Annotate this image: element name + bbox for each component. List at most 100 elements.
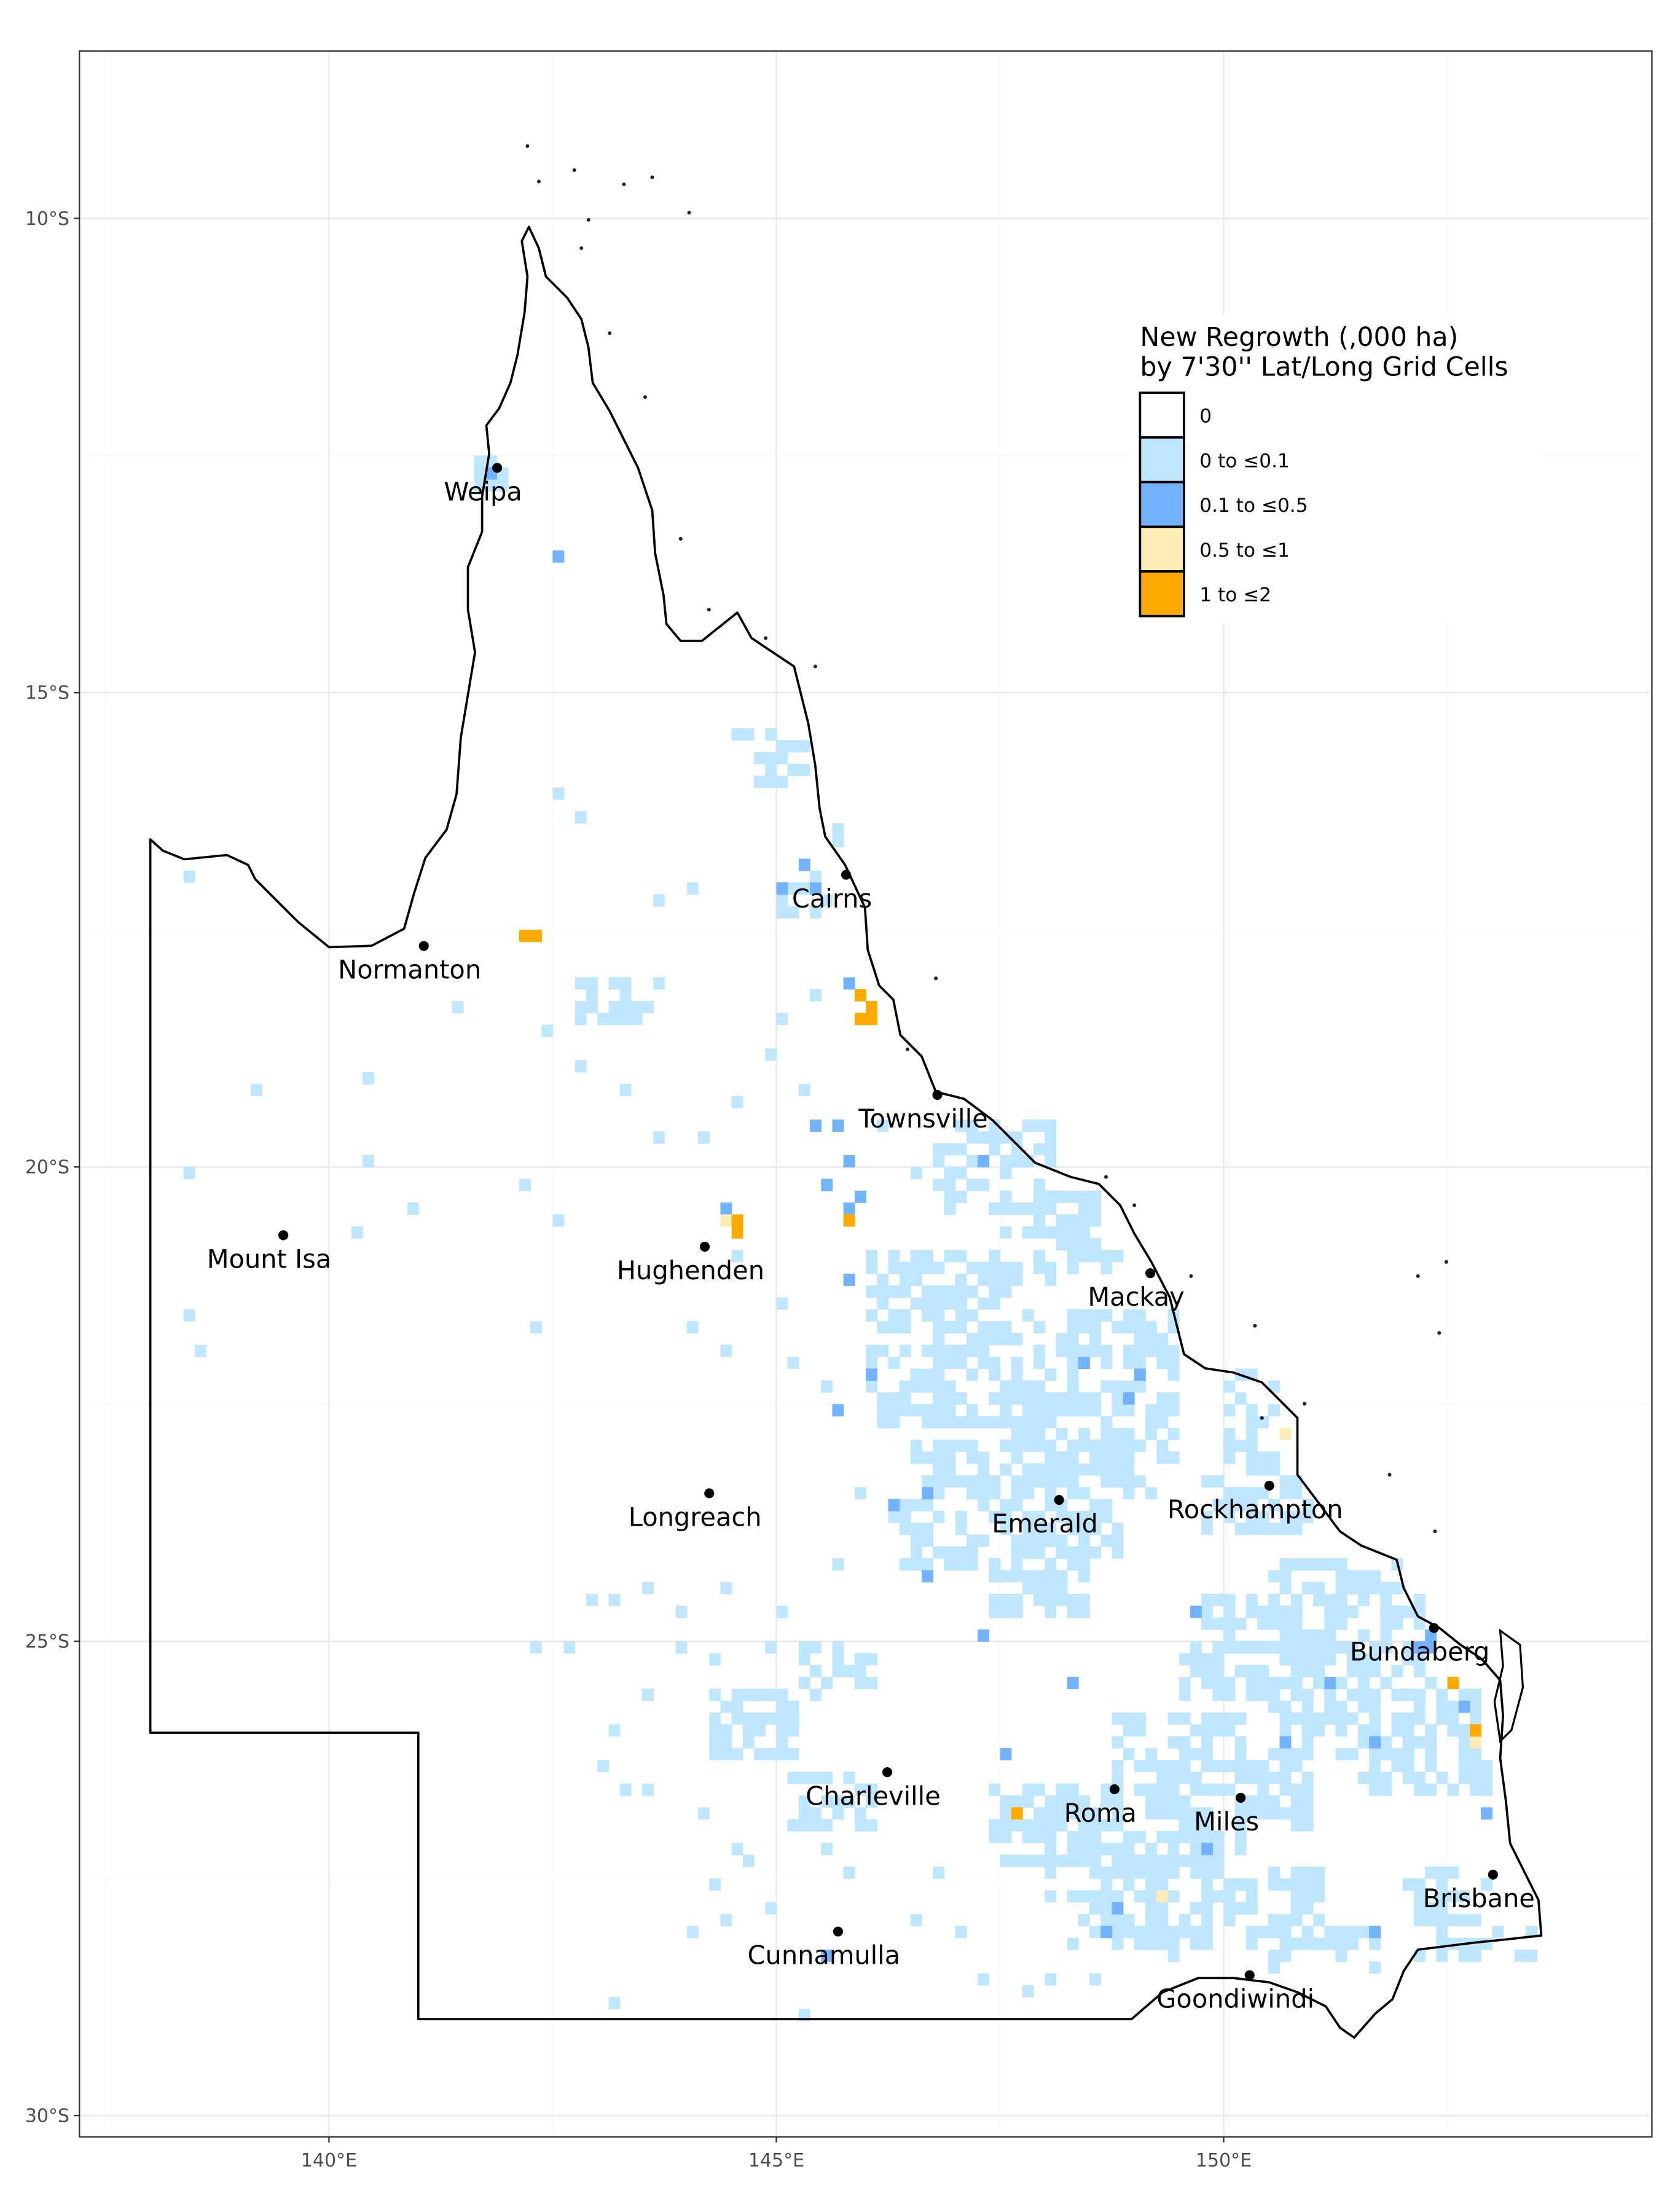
grid-cell	[1011, 1534, 1023, 1547]
grid-cell	[1022, 1582, 1034, 1594]
grid-cell	[1324, 1558, 1336, 1571]
grid-cell	[1011, 1487, 1023, 1500]
grid-cell	[955, 1285, 967, 1298]
city-markers: Weipa Normanton Cairns Townsville Mount Isa H…	[207, 463, 1535, 2014]
grid-cell	[765, 1048, 777, 1061]
grid-cell	[1179, 1830, 1191, 1843]
grid-cell	[1290, 1747, 1303, 1760]
grid-cell	[1112, 1392, 1124, 1405]
grid-cell	[1447, 1712, 1459, 1725]
grid-cell	[1223, 1724, 1236, 1737]
grid-cell	[955, 1167, 967, 1180]
grid-cell	[1033, 1226, 1045, 1239]
grid-cell	[944, 1558, 956, 1571]
island	[813, 664, 817, 669]
grid-cell	[1123, 1747, 1135, 1760]
grid-cell	[966, 1131, 978, 1144]
grid-cell	[575, 1013, 587, 1026]
grid-cell	[798, 1795, 810, 1808]
grid-cell	[776, 740, 788, 753]
grid-cell	[1413, 1914, 1426, 1926]
grid-cell	[1022, 1819, 1034, 1832]
grid-cell	[922, 1570, 933, 1583]
grid-cell	[1000, 1499, 1012, 1512]
grid-cell	[787, 764, 799, 777]
grid-cell	[731, 728, 743, 741]
grid-cell	[1022, 1392, 1034, 1405]
grid-cell	[1346, 1688, 1359, 1701]
grid-cell	[1402, 1641, 1414, 1654]
grid-cell	[1223, 1440, 1236, 1453]
grid-cell	[1380, 1771, 1392, 1784]
grid-cell	[944, 1285, 956, 1298]
grid-cell	[1425, 1736, 1437, 1749]
grid-cell	[1279, 1914, 1292, 1926]
grid-cell	[1402, 1688, 1414, 1701]
grid-cell	[1067, 1523, 1079, 1535]
grid-cell	[1447, 1783, 1459, 1796]
grid-cell	[1190, 1606, 1202, 1618]
grid-cell	[754, 1688, 766, 1701]
grid-cell	[1123, 1321, 1135, 1334]
grid-cell	[1245, 1926, 1258, 1939]
grid-cell	[1022, 1226, 1034, 1239]
grid-cell	[1279, 1807, 1292, 1820]
city-marker	[492, 463, 503, 473]
grid-cell	[1425, 1866, 1437, 1879]
city-marker	[1244, 1970, 1255, 1980]
grid-cell	[933, 1179, 945, 1191]
grid-cell	[1033, 1143, 1045, 1156]
grid-cell	[1045, 1593, 1057, 1606]
grid-cell	[944, 1190, 956, 1203]
grid-cell	[933, 1866, 945, 1879]
grid-cell	[1245, 1463, 1258, 1476]
grid-cell	[1078, 1510, 1090, 1523]
grid-cell	[1212, 1593, 1225, 1606]
grid-cell	[1369, 1783, 1381, 1796]
grid-cell	[877, 1297, 889, 1310]
grid-cell	[1112, 1760, 1124, 1773]
grid-cell	[1045, 1807, 1057, 1820]
grid-cell	[1045, 1155, 1057, 1167]
grid-cell	[1100, 1250, 1113, 1263]
grid-cell	[989, 1261, 1001, 1274]
grid-cell	[1011, 1795, 1023, 1808]
grid-cell	[1481, 1760, 1493, 1773]
grid-cell	[1290, 1688, 1303, 1701]
grid-cell	[742, 1736, 755, 1749]
grid-cell	[1112, 1451, 1124, 1464]
grid-cell	[1078, 1523, 1090, 1535]
grid-cell	[978, 1321, 989, 1334]
grid-cell	[1279, 1427, 1292, 1440]
grid-cell	[944, 1179, 956, 1191]
grid-cell	[989, 1593, 1001, 1606]
grid-cell	[978, 1487, 989, 1500]
grid-cell	[1033, 1593, 1045, 1606]
grid-cell	[1022, 1380, 1034, 1393]
grid-cell	[955, 1558, 967, 1571]
grid-cell	[866, 1653, 877, 1666]
grid-cell	[989, 1416, 1001, 1429]
grid-cell	[1078, 1830, 1090, 1843]
grid-cell	[899, 1285, 911, 1298]
grid-cell	[922, 1344, 933, 1357]
grid-cell	[1357, 1582, 1370, 1594]
grid-cell	[1179, 1760, 1191, 1773]
grid-cell	[1245, 1760, 1258, 1773]
grid-cell	[1123, 1914, 1135, 1926]
grid-cell	[1089, 1344, 1102, 1357]
grid-cell	[989, 1273, 1001, 1286]
grid-cell	[1357, 1724, 1370, 1737]
grid-cell	[1045, 1973, 1057, 1986]
grid-cell	[1134, 1357, 1146, 1369]
island	[1433, 1529, 1437, 1534]
grid-cell	[1190, 1866, 1202, 1879]
grid-cell	[619, 1084, 632, 1097]
grid-cell	[709, 1724, 721, 1737]
grid-cell	[1413, 1617, 1426, 1630]
grid-cell	[955, 1143, 967, 1156]
city-label: Goondiwindi	[1156, 1984, 1314, 2014]
grid-cell	[1112, 1795, 1124, 1808]
grid-cell	[1134, 1712, 1146, 1725]
grid-cell	[1056, 1593, 1068, 1606]
